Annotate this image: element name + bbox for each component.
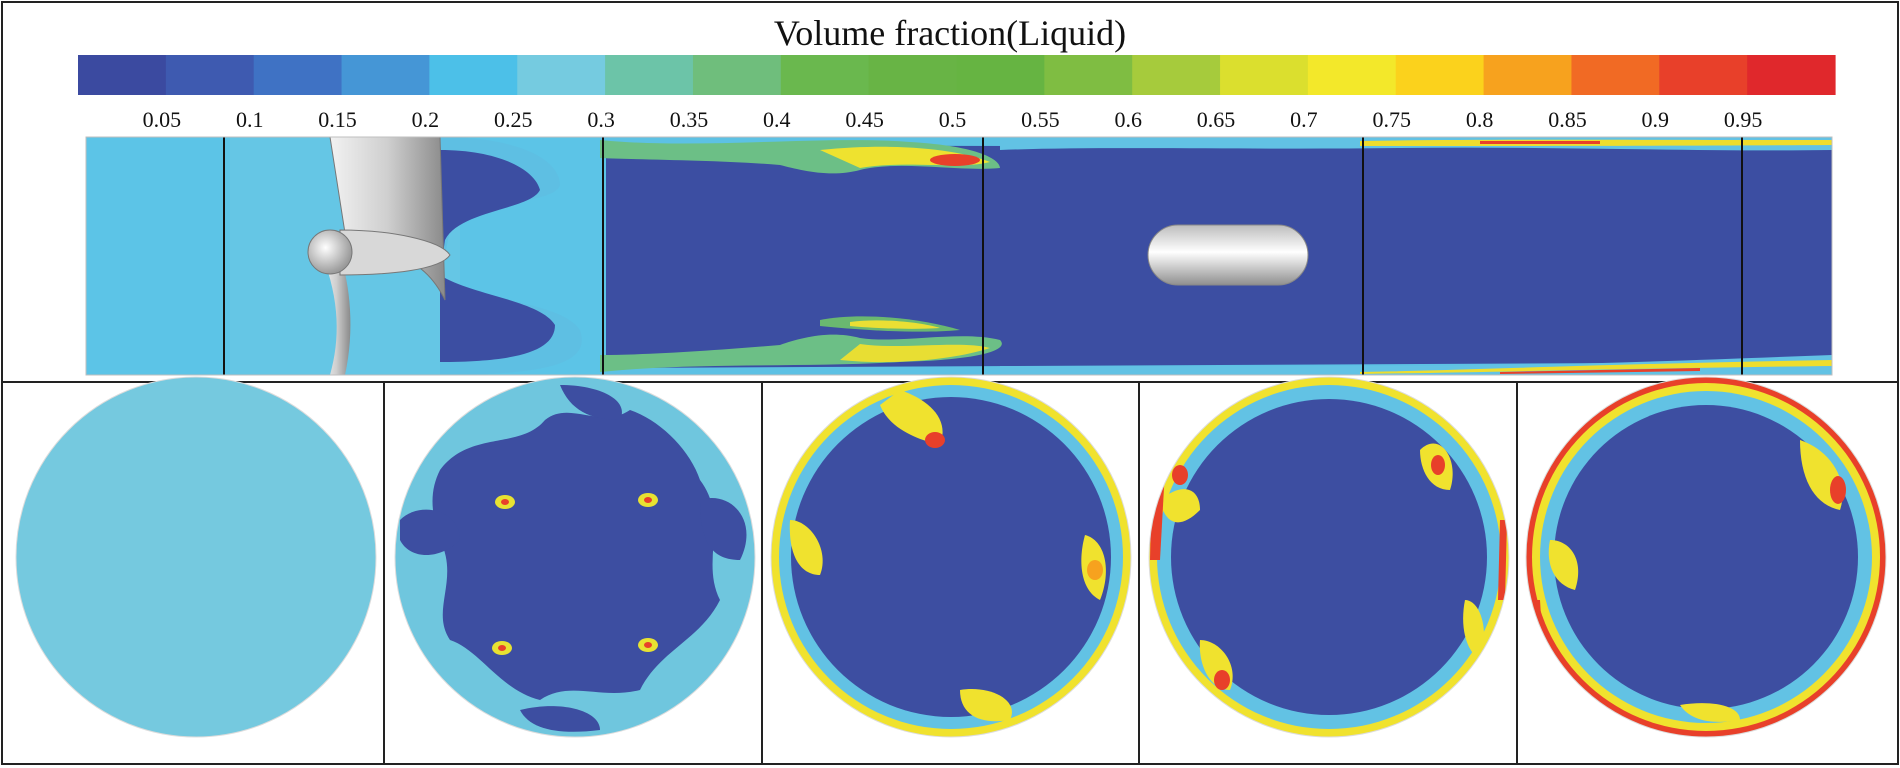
propeller-blade-bottom [322,255,351,375]
colorbar-swatch [78,55,167,95]
colorbar-tick-label: 0.75 [1373,107,1412,132]
colorbar-tick-label: 0.65 [1197,107,1236,132]
colorbar-swatch [253,55,343,95]
colorbar-swatch [868,55,958,95]
colorbar-tick-label: 0.4 [763,107,791,132]
colorbar-tick-label: 0.3 [587,107,615,132]
colorbar-tick-label: 0.85 [1548,107,1587,132]
cross-section-4 [1149,377,1509,737]
cross-section-1 [16,377,376,737]
colorbar-tick-label: 0.7 [1290,107,1318,132]
channel-section [86,137,1832,375]
colorbar-swatch [956,55,1045,95]
submerged-body [1147,224,1309,286]
colorbar-swatch [1659,55,1748,95]
colorbar-tick-label: 0.2 [412,107,440,132]
cross-section-2 [395,377,755,737]
colorbar-title: Volume fraction(Liquid) [774,13,1126,53]
colorbar-tick-label: 0.5 [939,107,967,132]
colorbar-ticks: 0.05 0.1 0.15 0.2 0.25 0.3 0.35 0.4 0.45 0.5 0.55 0… [143,107,1763,132]
colorbar-tick-label: 0.8 [1466,107,1494,132]
colorbar-swatch [1747,55,1836,95]
colorbar-tick-label: 0.25 [494,107,533,132]
cross-section-3 [771,377,1131,737]
colorbar-tick-label: 0.6 [1114,107,1142,132]
colorbar-swatch [165,55,255,95]
colorbar-swatch [605,55,694,95]
colorbar-tick-label: 0.05 [143,107,182,132]
colorbar-swatch [1307,55,1397,95]
colorbar-swatch [517,55,606,95]
colorbar-tick-label: 0.1 [236,107,264,132]
propeller-hub [307,229,353,275]
colorbar-swatch [692,55,782,95]
colorbar-tick-label: 0.45 [845,107,884,132]
colorbar-swatch [429,55,518,95]
colorbar-swatch [1571,55,1660,95]
colorbar-tick-label: 0.15 [318,107,357,132]
colorbar-swatch [1220,55,1309,95]
colorbar-swatch [1132,55,1221,95]
colorbar-swatch [1044,55,1133,95]
colorbar-tick-label: 0.35 [670,107,709,132]
colorbar-swatch [1483,55,1573,95]
colorbar-swatch [780,55,870,95]
colorbar-tick-label: 0.95 [1724,107,1763,132]
colorbar-tick-label: 0.55 [1021,107,1060,132]
colorbar [78,55,1836,95]
colorbar-swatch [1395,55,1485,95]
colorbar-tick-label: 0.9 [1642,107,1670,132]
cross-section-5 [1526,377,1886,737]
colorbar-swatch [341,55,430,95]
